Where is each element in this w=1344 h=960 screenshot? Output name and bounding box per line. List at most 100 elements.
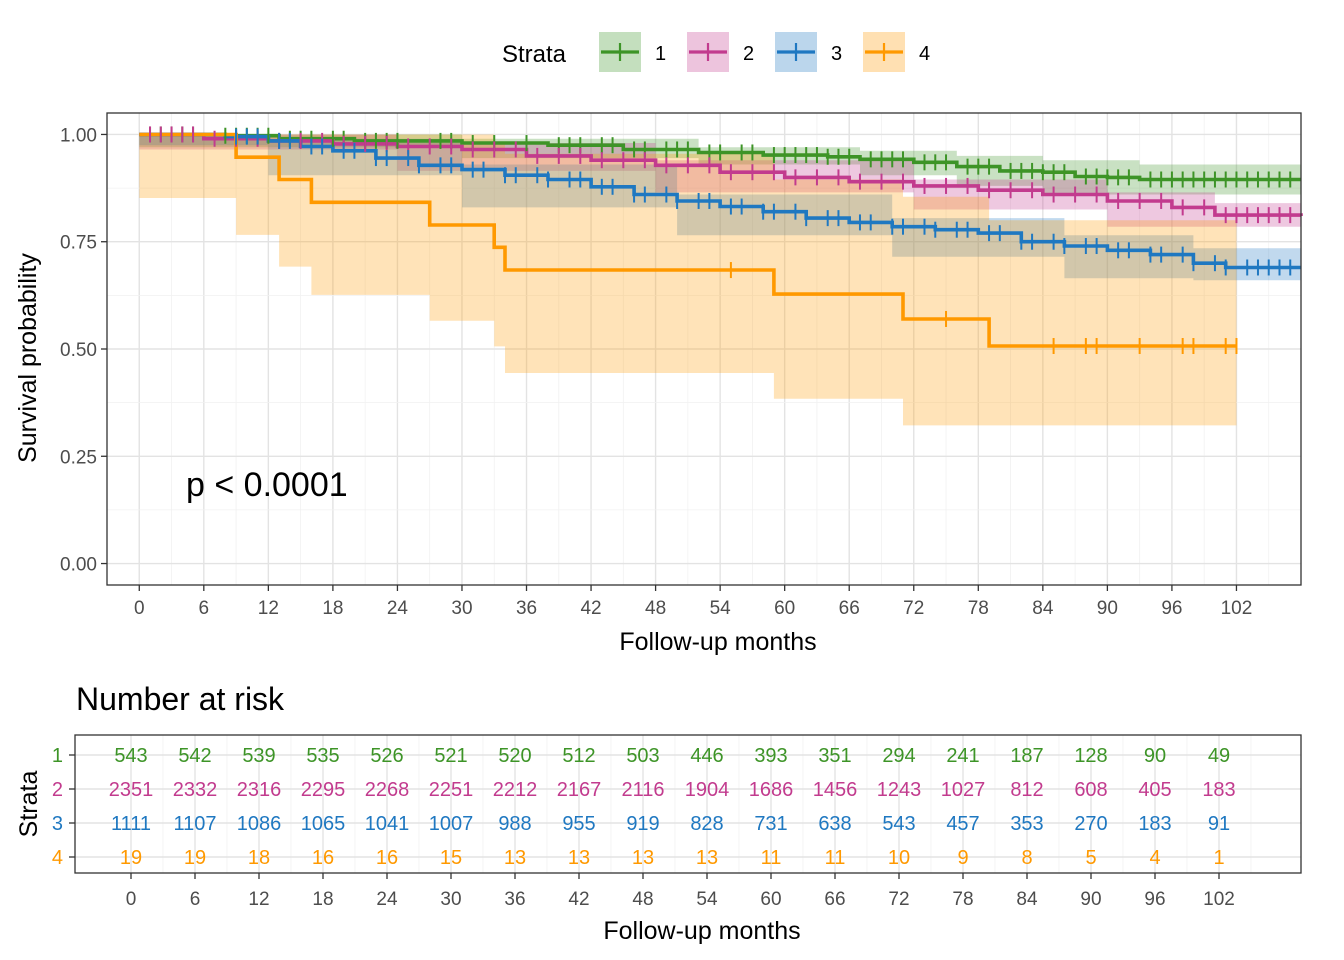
risk-count-stratum-1: 520 <box>498 745 531 767</box>
risk-count-stratum-4: 13 <box>504 847 526 869</box>
risk-count-stratum-4: 11 <box>825 847 846 869</box>
risk-x-tick-label: 42 <box>568 889 589 910</box>
x-tick-label: 6 <box>199 598 210 619</box>
risk-count-stratum-3: 955 <box>562 813 595 835</box>
risk-count-stratum-1: 543 <box>114 745 147 767</box>
risk-count-stratum-4: 19 <box>184 847 206 869</box>
risk-table-border <box>74 734 1302 874</box>
risk-table-panel: Number at risk 543 542 539 535 526 521 520 512 5… <box>15 681 1302 945</box>
risk-count-stratum-2: 1904 <box>685 779 730 801</box>
risk-x-tick-label: 84 <box>1016 889 1038 910</box>
risk-count-stratum-3: 1065 <box>301 813 346 835</box>
risk-x-tick-label: 6 <box>190 889 201 910</box>
legend-label-stratum-2: 2 <box>743 43 754 65</box>
risk-count-stratum-3: 1111 <box>111 813 151 835</box>
risk-x-tick-label: 66 <box>824 889 845 910</box>
risk-count-stratum-1: 526 <box>370 745 403 767</box>
x-tick-label: 24 <box>387 598 409 619</box>
risk-count-stratum-3: 1107 <box>173 813 216 835</box>
risk-count-stratum-4: 8 <box>1021 847 1032 869</box>
y-tick-label: 0.25 <box>60 447 97 468</box>
risk-count-stratum-2: 2316 <box>237 779 282 801</box>
risk-count-stratum-2: 1686 <box>749 779 794 801</box>
risk-count-stratum-4: 10 <box>888 847 910 869</box>
risk-table-cells: 543 542 539 535 526 521 520 512 503 446 393 351 294 2… <box>109 745 1236 869</box>
risk-count-stratum-2: 2167 <box>557 779 602 801</box>
risk-count-stratum-1: 446 <box>690 745 723 767</box>
risk-count-stratum-2: 2268 <box>365 779 410 801</box>
x-tick-label: 30 <box>451 598 472 619</box>
x-tick-label: 84 <box>1032 598 1054 619</box>
ci-band-stratum-2 <box>139 134 1301 227</box>
risk-count-stratum-4: 15 <box>440 847 462 869</box>
x-axis: 0 6 12 18 24 30 36 42 48 54 60 66 72 78 84 90 96 102 <box>134 585 1252 619</box>
risk-table-x-axis: 0 6 12 18 24 30 36 42 48 54 60 66 72 78 84 90 96 102 <box>126 873 1235 910</box>
risk-count-stratum-2: 2295 <box>301 779 346 801</box>
x-tick-label: 42 <box>580 598 601 619</box>
ci-band-stratum-4 <box>139 134 1237 426</box>
risk-count-stratum-4: 5 <box>1085 847 1096 869</box>
risk-count-stratum-1: 542 <box>178 745 211 767</box>
risk-count-stratum-4: 16 <box>376 847 398 869</box>
risk-x-tick-label: 12 <box>248 889 269 910</box>
risk-table-x-axis-title: Follow-up months <box>603 917 800 945</box>
risk-strata-label: 4 <box>52 847 63 869</box>
risk-count-stratum-3: 731 <box>754 813 787 835</box>
risk-count-stratum-3: 91 <box>1208 813 1230 835</box>
risk-count-stratum-4: 4 <box>1149 847 1160 869</box>
y-tick-label: 0.00 <box>60 555 97 576</box>
risk-count-stratum-1: 128 <box>1074 745 1107 767</box>
risk-count-stratum-4: 1 <box>1213 847 1224 869</box>
risk-count-stratum-2: 1243 <box>877 779 922 801</box>
risk-x-tick-label: 90 <box>1080 889 1101 910</box>
risk-count-stratum-2: 2116 <box>621 779 664 801</box>
x-tick-label: 60 <box>774 598 795 619</box>
risk-count-stratum-2: 405 <box>1138 779 1171 801</box>
risk-x-tick-label: 0 <box>126 889 137 910</box>
risk-strata-label: 1 <box>52 745 63 767</box>
risk-count-stratum-1: 503 <box>626 745 659 767</box>
risk-count-stratum-3: 1086 <box>237 813 282 835</box>
risk-strata-label: 2 <box>52 779 63 801</box>
risk-count-stratum-1: 393 <box>754 745 787 767</box>
legend: Strata 1 2 3 4 <box>502 32 930 72</box>
risk-x-tick-label: 72 <box>888 889 909 910</box>
legend-label-stratum-3: 3 <box>831 43 842 65</box>
risk-x-tick-label: 60 <box>760 889 781 910</box>
risk-count-stratum-2: 1456 <box>813 779 858 801</box>
y-tick-label: 1.00 <box>60 125 97 146</box>
risk-x-tick-label: 30 <box>440 889 461 910</box>
x-tick-label: 66 <box>839 598 860 619</box>
risk-x-tick-label: 48 <box>632 889 653 910</box>
risk-count-stratum-1: 187 <box>1010 745 1043 767</box>
legend-label-stratum-4: 4 <box>919 43 930 65</box>
risk-count-stratum-1: 521 <box>434 745 467 767</box>
risk-count-stratum-2: 812 <box>1010 779 1043 801</box>
risk-count-stratum-2: 2212 <box>493 779 538 801</box>
risk-count-stratum-4: 16 <box>312 847 334 869</box>
plot-gridlines <box>107 113 1301 585</box>
risk-count-stratum-4: 13 <box>632 847 654 869</box>
y-axis: 0.00 0.25 0.50 0.75 1.00 <box>60 125 107 576</box>
risk-count-stratum-3: 919 <box>626 813 659 835</box>
legend-title: Strata <box>502 41 567 68</box>
risk-x-tick-label: 96 <box>1144 889 1165 910</box>
risk-count-stratum-4: 9 <box>957 847 968 869</box>
risk-table-strata-axis: 1 2 3 4 <box>52 745 75 869</box>
risk-x-tick-label: 36 <box>504 889 525 910</box>
risk-count-stratum-3: 1007 <box>429 813 474 835</box>
survival-curve-stratum-4 <box>139 132 1237 348</box>
risk-count-stratum-3: 828 <box>690 813 723 835</box>
risk-x-tick-label: 24 <box>376 889 398 910</box>
risk-x-tick-label: 78 <box>952 889 973 910</box>
x-axis-title: Follow-up months <box>619 628 816 656</box>
x-tick-label: 78 <box>968 598 989 619</box>
risk-count-stratum-1: 241 <box>946 745 979 767</box>
risk-x-tick-label: 54 <box>696 889 718 910</box>
risk-count-stratum-1: 351 <box>818 745 851 767</box>
risk-count-stratum-3: 457 <box>946 813 979 835</box>
risk-count-stratum-2: 183 <box>1202 779 1235 801</box>
risk-count-stratum-4: 13 <box>568 847 590 869</box>
risk-count-stratum-3: 270 <box>1074 813 1107 835</box>
